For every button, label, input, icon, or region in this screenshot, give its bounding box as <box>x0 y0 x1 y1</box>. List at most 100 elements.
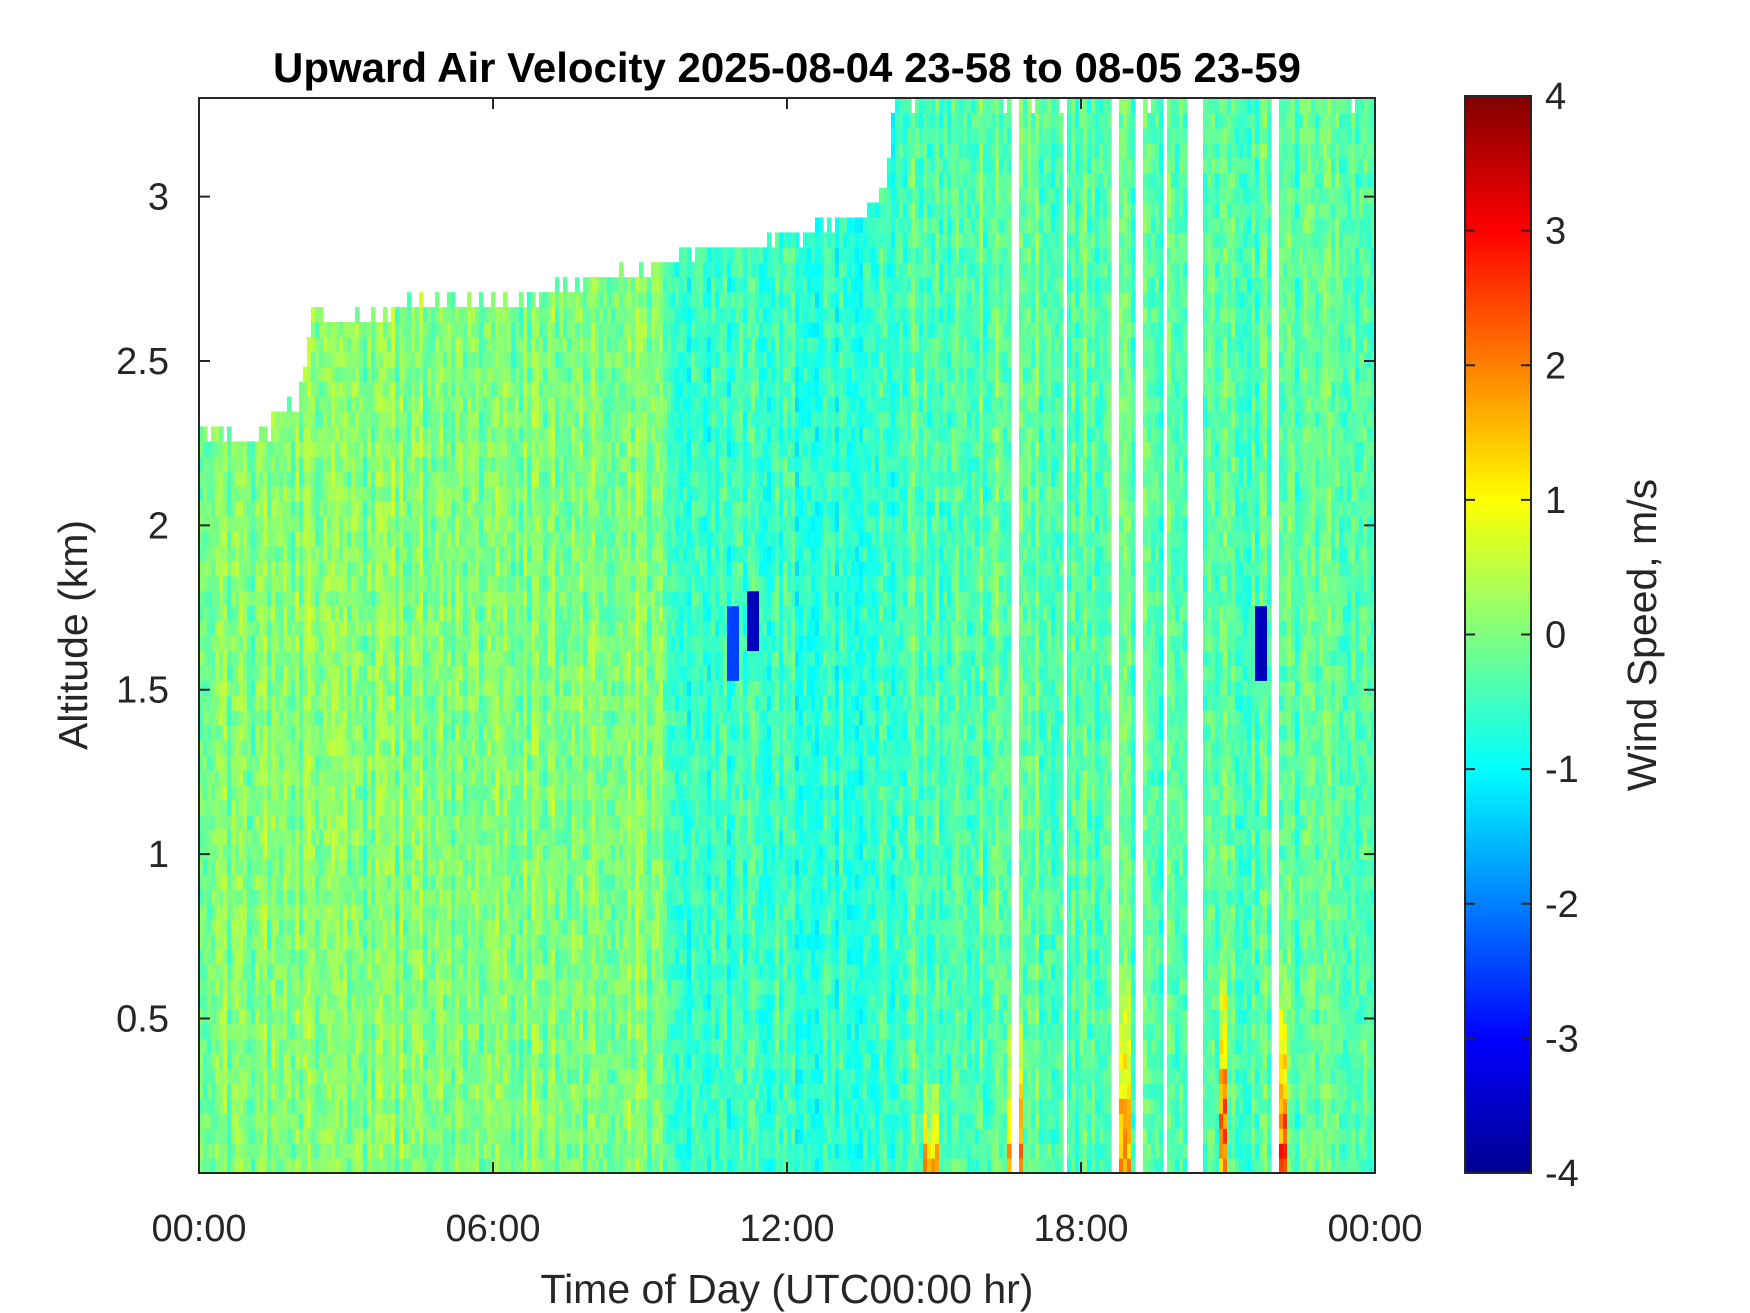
heatmap-cell <box>267 859 272 875</box>
heatmap-cell <box>231 576 236 592</box>
heatmap-cell <box>523 367 528 383</box>
heatmap-cell <box>231 740 236 756</box>
heatmap-cell <box>411 859 416 875</box>
heatmap-cell <box>523 516 528 532</box>
heatmap-cell <box>271 994 276 1010</box>
heatmap-cell <box>323 606 328 622</box>
heatmap-cell <box>535 725 540 741</box>
heatmap-cell <box>223 934 228 950</box>
heatmap-cell <box>395 606 400 622</box>
heatmap-cell <box>227 994 232 1010</box>
heatmap-cell <box>371 904 376 920</box>
heatmap-cell <box>395 830 400 846</box>
heatmap-cell <box>483 576 488 592</box>
heatmap-cell <box>359 964 364 980</box>
heatmap-cell <box>287 1068 292 1084</box>
heatmap-cell <box>223 755 228 771</box>
heatmap-cell <box>323 1113 328 1129</box>
heatmap-cell <box>419 949 424 965</box>
heatmap-cell <box>435 845 440 861</box>
heatmap-cell <box>439 367 444 383</box>
heatmap-cell <box>331 471 336 487</box>
heatmap-cell <box>299 665 304 681</box>
heatmap-cell <box>455 382 460 398</box>
heatmap-cell <box>339 412 344 428</box>
heatmap-cell <box>295 710 300 726</box>
heatmap-cell <box>203 1054 208 1070</box>
heatmap-cell <box>251 1098 256 1114</box>
heatmap-cell <box>323 531 328 547</box>
heatmap-cell <box>351 904 356 920</box>
heatmap-cell <box>247 1128 252 1144</box>
heatmap-cell <box>307 337 312 353</box>
heatmap-cell <box>431 755 436 771</box>
heatmap-cell <box>547 740 552 756</box>
heatmap-cell <box>307 636 312 652</box>
heatmap-cell <box>231 830 236 846</box>
heatmap-cell <box>507 307 512 323</box>
heatmap-cell <box>239 665 244 681</box>
heatmap-cell <box>555 800 560 816</box>
heatmap-cell <box>307 665 312 681</box>
heatmap-cell <box>331 1098 336 1114</box>
heatmap-cell <box>363 680 368 696</box>
heatmap-cell <box>319 949 324 965</box>
heatmap-cell <box>375 1158 380 1174</box>
heatmap-cell <box>475 412 480 428</box>
heatmap-cell <box>363 621 368 637</box>
heatmap-cell <box>283 456 288 472</box>
heatmap-cell <box>287 1039 292 1055</box>
heatmap-cell <box>315 531 320 547</box>
heatmap-cell <box>383 770 388 786</box>
heatmap-cell <box>303 456 308 472</box>
heatmap-cell <box>451 307 456 323</box>
heatmap-cell <box>455 1054 460 1070</box>
heatmap-cell <box>319 1039 324 1055</box>
heatmap-cell <box>555 516 560 532</box>
heatmap-cell <box>527 919 532 935</box>
heatmap-cell <box>515 695 520 711</box>
heatmap-cell <box>407 1024 412 1040</box>
heatmap-cell <box>335 382 340 398</box>
heatmap-cell <box>427 665 432 681</box>
heatmap-cell <box>323 725 328 741</box>
heatmap-cell <box>535 426 540 442</box>
heatmap-cell <box>451 352 456 368</box>
heatmap-cell <box>371 830 376 846</box>
heatmap-cell <box>243 636 248 652</box>
heatmap-cell <box>323 1083 328 1099</box>
heatmap-cell <box>387 1158 392 1174</box>
heatmap-cell <box>275 904 280 920</box>
heatmap-cell <box>527 979 532 995</box>
heatmap-cell <box>243 1054 248 1070</box>
heatmap-cell <box>495 710 500 726</box>
heatmap-cell <box>307 1009 312 1025</box>
heatmap-cell <box>459 904 464 920</box>
heatmap-cell <box>347 1128 352 1144</box>
heatmap-cell <box>495 740 500 756</box>
heatmap-cell <box>375 695 380 711</box>
heatmap-cell <box>247 636 252 652</box>
heatmap-cell <box>551 1113 556 1129</box>
heatmap-cell <box>243 815 248 831</box>
heatmap-cell <box>495 426 500 442</box>
heatmap-cell <box>355 1143 360 1159</box>
heatmap-cell <box>251 576 256 592</box>
heatmap-cell <box>315 501 320 517</box>
heatmap-cell <box>331 845 336 861</box>
heatmap-cell <box>503 1143 508 1159</box>
heatmap-cell <box>355 979 360 995</box>
heatmap-cell <box>283 949 288 965</box>
heatmap-cell <box>271 979 276 995</box>
heatmap-cell <box>539 1039 544 1055</box>
heatmap-cell <box>259 441 264 457</box>
heatmap-cell <box>311 815 316 831</box>
heatmap-cell <box>251 486 256 502</box>
heatmap-cell <box>547 904 552 920</box>
heatmap-cell <box>467 919 472 935</box>
heatmap-cell <box>479 1054 484 1070</box>
heatmap-cell <box>519 650 524 666</box>
heatmap-cell <box>407 770 412 786</box>
heatmap-cell <box>503 546 508 562</box>
heatmap-cell <box>467 949 472 965</box>
